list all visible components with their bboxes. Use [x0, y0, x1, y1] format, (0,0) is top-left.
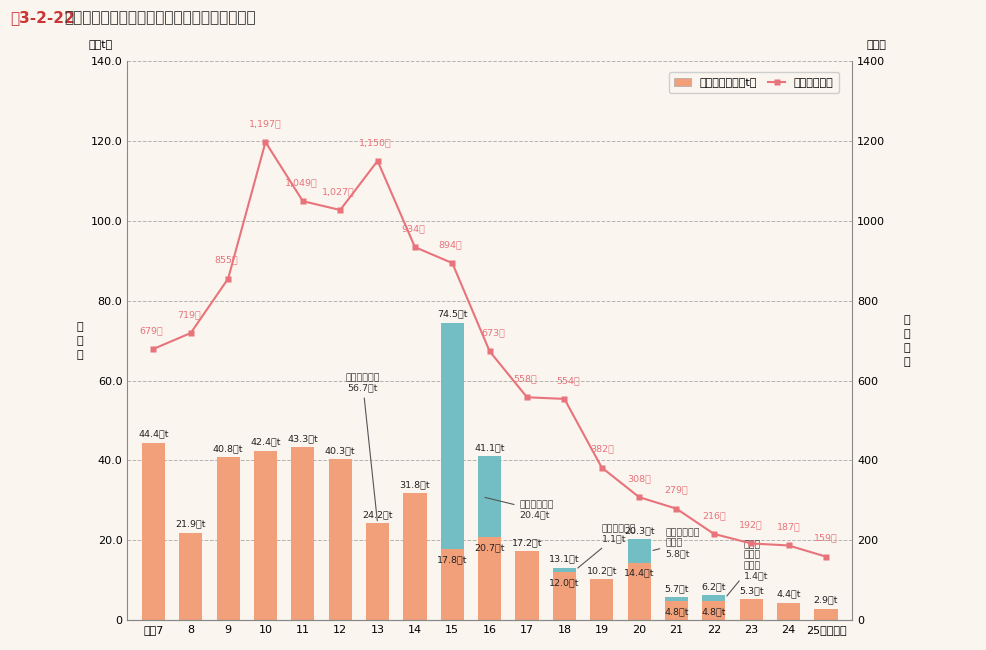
Bar	[328, 459, 351, 620]
Text: 4.8万t: 4.8万t	[701, 607, 726, 616]
Text: 1,027件: 1,027件	[321, 187, 354, 196]
Text: 1,049件: 1,049件	[284, 178, 317, 187]
Text: 17.2万t: 17.2万t	[512, 538, 541, 547]
Text: 投
棄
量: 投 棄 量	[77, 322, 84, 359]
Text: 159件: 159件	[813, 534, 837, 543]
Text: 44.4万t: 44.4万t	[138, 430, 169, 439]
Text: 6.2万t: 6.2万t	[701, 582, 726, 592]
Bar	[403, 493, 426, 620]
Bar	[813, 608, 837, 620]
Bar	[702, 595, 725, 601]
Bar	[477, 538, 501, 620]
Bar	[776, 603, 800, 620]
Text: 岐阜市事案分
56.7万t: 岐阜市事案分 56.7万t	[345, 373, 380, 521]
Text: 5.3万t: 5.3万t	[739, 586, 763, 595]
Bar	[552, 572, 576, 620]
Text: 沼津市事案分
20.4万t: 沼津市事案分 20.4万t	[484, 497, 553, 520]
Bar	[552, 568, 576, 572]
Text: 31.8万t: 31.8万t	[399, 480, 430, 489]
Text: 2.9万t: 2.9万t	[812, 595, 837, 604]
Bar	[366, 523, 388, 620]
Text: 14.4万t: 14.4万t	[623, 569, 654, 578]
Text: 279件: 279件	[664, 486, 687, 495]
Legend: 不法投棄量（万t）, 不法投棄件数: 不法投棄量（万t）, 不法投棄件数	[669, 72, 838, 94]
Text: 20.3万t: 20.3万t	[623, 526, 654, 536]
Bar	[739, 599, 762, 620]
Text: 673件: 673件	[481, 328, 505, 337]
Text: 42.4万t: 42.4万t	[250, 438, 280, 447]
Text: 20.7万t: 20.7万t	[474, 543, 505, 552]
Text: 40.8万t: 40.8万t	[213, 444, 244, 453]
Text: 719件: 719件	[176, 310, 200, 319]
Text: 10.2万t: 10.2万t	[586, 566, 616, 575]
Bar	[179, 533, 202, 620]
Bar	[702, 601, 725, 620]
Text: 滋賀県
日野町
事案分
1.4万t: 滋賀県 日野町 事案分 1.4万t	[726, 540, 767, 596]
Bar	[253, 451, 277, 620]
Bar	[441, 322, 463, 549]
Text: 4.4万t: 4.4万t	[776, 590, 800, 599]
Bar	[627, 540, 650, 563]
Text: 投
棄
件
数: 投 棄 件 数	[902, 315, 909, 367]
Text: 産業廃棄物の不法投棄件数及び投棄量の推移: 産業廃棄物の不法投棄件数及び投棄量の推移	[64, 10, 255, 25]
Text: 679件: 679件	[140, 326, 164, 335]
Bar	[477, 456, 501, 538]
Bar	[590, 579, 612, 620]
Text: 192件: 192件	[739, 521, 762, 530]
Text: 308件: 308件	[626, 474, 651, 483]
Text: 1,197件: 1,197件	[248, 119, 282, 128]
Text: 21.9万t: 21.9万t	[176, 520, 206, 528]
Text: 5.7万t: 5.7万t	[664, 584, 688, 593]
Text: 554件: 554件	[556, 376, 580, 385]
Text: 43.3万t: 43.3万t	[287, 434, 317, 443]
Text: 4.8万t: 4.8万t	[664, 607, 688, 616]
Text: 74.5万t: 74.5万t	[437, 309, 467, 318]
Text: （万t）: （万t）	[89, 40, 112, 50]
Text: 382件: 382件	[590, 445, 613, 454]
Bar	[441, 549, 463, 620]
Bar	[216, 457, 240, 620]
Bar	[291, 447, 315, 620]
Text: 41.1万t: 41.1万t	[474, 443, 505, 452]
Text: 187件: 187件	[776, 523, 800, 532]
Bar	[665, 601, 687, 620]
Text: 855件: 855件	[214, 255, 238, 265]
Bar	[627, 563, 650, 620]
Text: 216件: 216件	[701, 511, 725, 520]
Text: 558件: 558件	[513, 374, 536, 384]
Text: 934件: 934件	[400, 224, 425, 233]
Text: 桑名市多度町
事案分
5.8万t: 桑名市多度町 事案分 5.8万t	[653, 528, 699, 558]
Bar	[515, 551, 538, 620]
Text: 図3-2-22: 図3-2-22	[10, 10, 75, 25]
Text: 12.0万t: 12.0万t	[548, 578, 579, 587]
Text: 17.8万t: 17.8万t	[437, 555, 467, 564]
Text: 千葉市事案分
1.1万t: 千葉市事案分 1.1万t	[577, 525, 636, 568]
Text: （件）: （件）	[866, 40, 885, 50]
Bar	[665, 597, 687, 601]
Text: 40.3万t: 40.3万t	[324, 446, 355, 455]
Text: 1,150件: 1,150件	[359, 138, 391, 147]
Text: 894件: 894件	[438, 240, 461, 249]
Text: 24.2万t: 24.2万t	[362, 510, 392, 519]
Text: 13.1万t: 13.1万t	[548, 555, 579, 564]
Bar	[142, 443, 165, 620]
